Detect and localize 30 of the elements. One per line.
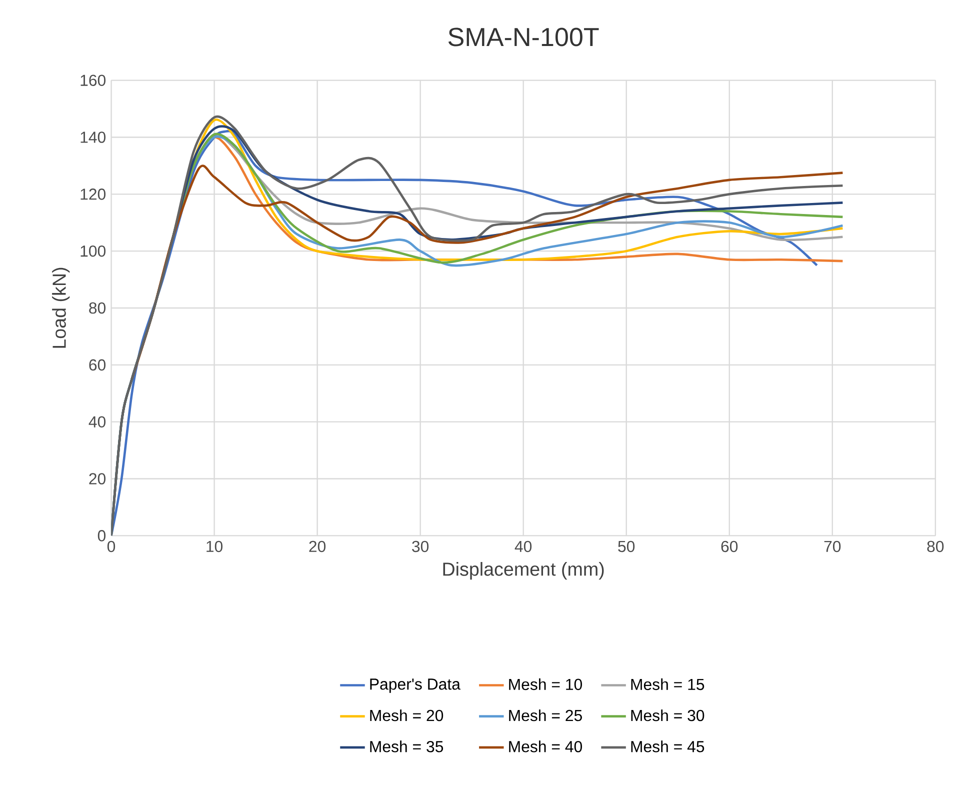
- x-tick-label: 80: [927, 540, 944, 552]
- y-tick-label: 140: [80, 131, 106, 143]
- legend-label: Paper's Data: [370, 678, 460, 693]
- y-tick-label: 40: [88, 416, 106, 428]
- y-tick-label: 60: [89, 359, 106, 370]
- legend-label: Mesh = 35: [370, 740, 444, 752]
- x-axis-title: Displacement (mm): [443, 562, 604, 580]
- legend-label: Mesh = 20: [370, 709, 444, 721]
- x-tick-label: 50: [618, 540, 635, 552]
- chart-title: SMA-N-100T: [448, 28, 599, 46]
- x-tick-label: 70: [824, 540, 841, 552]
- y-tick-label: 160: [80, 74, 106, 86]
- x-tick-label: 0: [107, 540, 116, 552]
- legend-label: Mesh = 25: [509, 709, 582, 721]
- y-tick-label: 0: [98, 530, 106, 542]
- x-tick-label: 10: [206, 540, 222, 552]
- y-tick-label: 100: [80, 245, 106, 257]
- y-axis-title: Load (kN): [52, 268, 70, 348]
- legend-label: Mesh = 30: [631, 709, 704, 721]
- y-tick-label: 120: [80, 188, 106, 200]
- y-tick-label: 20: [89, 472, 106, 484]
- x-tick-label: 60: [721, 540, 738, 552]
- legend-label: Mesh = 10: [509, 678, 582, 690]
- legend-label: Mesh = 15: [631, 678, 704, 690]
- y-tick-label: 80: [89, 302, 106, 314]
- legend-label: Mesh = 40: [509, 740, 582, 752]
- x-tick-label: 20: [309, 540, 326, 552]
- x-tick-label: 40: [514, 540, 532, 552]
- legend-label: Mesh = 45: [631, 740, 704, 752]
- x-tick-label: 30: [412, 540, 429, 552]
